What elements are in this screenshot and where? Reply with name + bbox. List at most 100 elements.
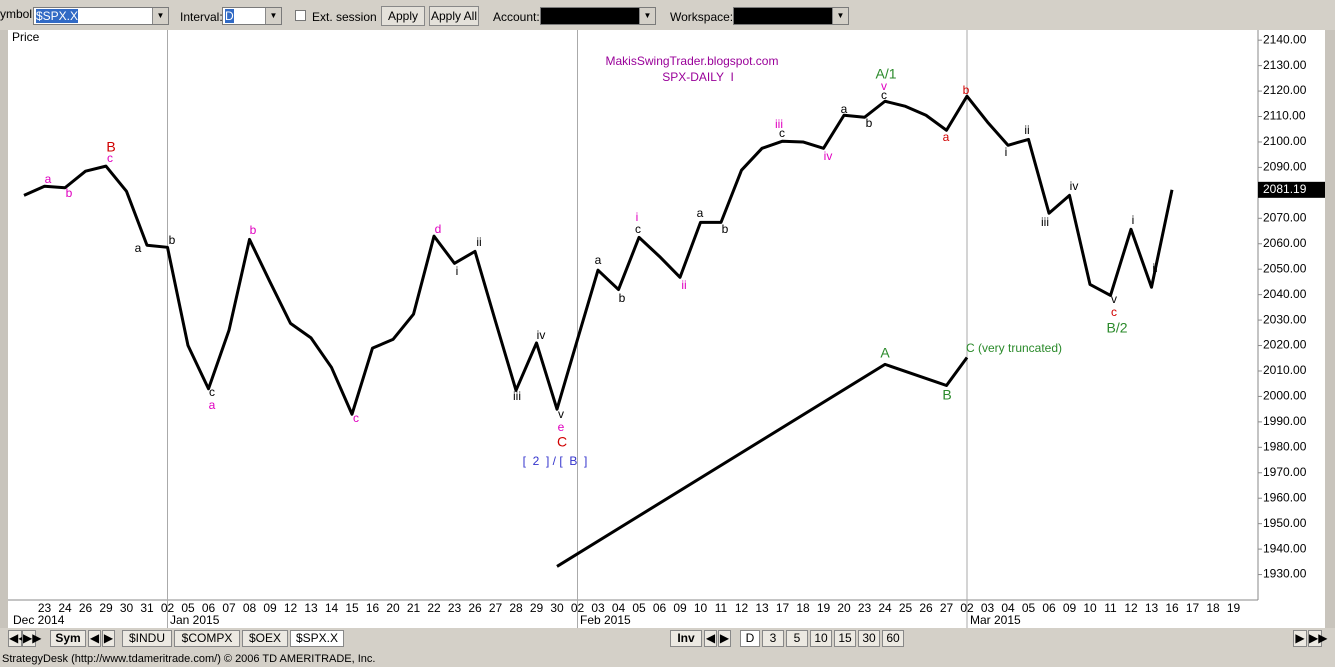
x-tick-label: 17 xyxy=(1186,601,1200,615)
x-tick-label: 11 xyxy=(715,601,728,615)
interval-label: Interval: xyxy=(180,10,223,24)
wave-label: i xyxy=(1132,213,1135,227)
interval-tab[interactable]: 15 xyxy=(834,630,856,647)
wave-label: iii xyxy=(775,117,783,131)
x-tick-label: 24 xyxy=(878,601,892,615)
nav-next[interactable]: ▶ xyxy=(718,630,731,647)
wave-label: c xyxy=(881,88,887,102)
wave-label: [ 2 ] / [ B ] xyxy=(523,454,588,468)
scroll-end[interactable]: ▶▶ xyxy=(1308,630,1328,647)
x-tick-label: 02 xyxy=(161,601,175,615)
x-tick-label: 05 xyxy=(1022,601,1036,615)
y-tick-label: 2070.00 xyxy=(1263,210,1307,224)
x-tick-label: 18 xyxy=(1206,601,1220,615)
wave-label: i xyxy=(1005,145,1008,159)
x-tick-label: 12 xyxy=(284,601,298,615)
account-field[interactable]: ▼ xyxy=(540,7,656,25)
scroll-right[interactable]: ▶ xyxy=(1293,630,1307,647)
x-tick-label: 28 xyxy=(509,601,523,615)
symbol-tab[interactable]: $OEX xyxy=(242,630,288,647)
month-label: Feb 2015 xyxy=(580,613,631,627)
month-label: Dec 2014 xyxy=(13,613,65,627)
interval-tab[interactable]: 5 xyxy=(786,630,808,647)
wave-label: iv xyxy=(1070,179,1079,193)
wave-label: b xyxy=(722,222,729,236)
apply-all-button[interactable]: Apply All xyxy=(429,6,479,26)
x-tick-label: 24 xyxy=(58,601,72,615)
x-tick-label: 19 xyxy=(817,601,831,615)
workspace-field[interactable]: ▼ xyxy=(733,7,849,25)
wave-label: b xyxy=(866,116,873,130)
wave-label: b xyxy=(963,83,970,97)
y-tick-label: 1980.00 xyxy=(1263,439,1307,453)
symbol-field[interactable]: $SPX.X ▼ xyxy=(33,7,169,25)
wave-label: i xyxy=(456,264,459,278)
x-tick-label: 11 xyxy=(1104,601,1117,615)
checkbox[interactable] xyxy=(295,10,306,21)
workspace-label: Workspace: xyxy=(670,10,734,24)
wave-label: ii xyxy=(1024,123,1029,137)
dropdown-arrow[interactable]: ▼ xyxy=(832,8,848,24)
x-tick-label: 15 xyxy=(345,601,359,615)
chart-background xyxy=(8,30,1325,628)
interval-value: D xyxy=(225,9,234,23)
dropdown-arrow[interactable]: ▼ xyxy=(152,8,168,24)
dropdown-arrow[interactable]: ▼ xyxy=(265,8,281,24)
wave-label: c xyxy=(779,126,785,140)
x-tick-label: 09 xyxy=(673,601,687,615)
nav-prev[interactable]: ◀ xyxy=(704,630,717,647)
last-price-label: 2081.19 xyxy=(1263,182,1307,196)
y-tick-label: 2010.00 xyxy=(1263,363,1307,377)
y-tick-label: 1960.00 xyxy=(1263,490,1307,504)
x-tick-label: 17 xyxy=(776,601,790,615)
wave-label: v xyxy=(881,79,887,93)
symbol-tab[interactable]: $SPX.X xyxy=(290,630,344,647)
wave-label: a xyxy=(209,398,216,412)
y-tick-label: 1950.00 xyxy=(1263,516,1307,530)
wave-label: iv xyxy=(537,328,546,342)
sym-tab[interactable]: Sym xyxy=(50,630,86,647)
wave-label: iii xyxy=(1041,215,1049,229)
x-tick-label: 27 xyxy=(489,601,503,615)
interval-tab[interactable]: D xyxy=(740,630,760,647)
tab-bar: ◀◀ ▶▶ Sym ◀ ▶ $INDU $COMPX $OEX $SPX.X I… xyxy=(0,628,1335,650)
wave-label: C (very truncated) xyxy=(966,341,1062,355)
interval-field[interactable]: D ▼ xyxy=(222,7,282,25)
account-label: Account: xyxy=(493,10,540,24)
interval-tab[interactable]: 60 xyxy=(882,630,904,647)
y-axis-label: Price xyxy=(12,30,40,44)
interval-tab[interactable]: 10 xyxy=(810,630,832,647)
nav-last[interactable]: ▶▶ xyxy=(22,630,42,647)
x-tick-label: 07 xyxy=(222,601,236,615)
interval-tab[interactable]: 3 xyxy=(762,630,784,647)
interval-tab[interactable]: 30 xyxy=(858,630,880,647)
wave-label: e xyxy=(558,420,565,434)
wave-label: c xyxy=(635,222,641,236)
symbol-tab[interactable]: $COMPX xyxy=(174,630,240,647)
symbol-tab[interactable]: $INDU xyxy=(122,630,172,647)
x-tick-label: 23 xyxy=(858,601,872,615)
x-tick-label: 08 xyxy=(243,601,257,615)
dropdown-arrow[interactable]: ▼ xyxy=(639,8,655,24)
wave-label: c xyxy=(1111,305,1117,319)
y-tick-label: 2110.00 xyxy=(1263,109,1306,123)
nav-prev[interactable]: ◀ xyxy=(88,630,101,647)
x-tick-label: 13 xyxy=(304,601,318,615)
chart-title: MakisSwingTrader.blogspot.com xyxy=(606,54,779,68)
chart: Price MakisSwingTrader.blogspot.com SPX-… xyxy=(8,30,1325,628)
x-tick-label: 09 xyxy=(263,601,277,615)
y-tick-label: 1970.00 xyxy=(1263,465,1307,479)
x-tick-label: 23 xyxy=(448,601,462,615)
inv-tab[interactable]: Inv xyxy=(670,630,702,647)
y-tick-label: 1990.00 xyxy=(1263,414,1307,428)
apply-button[interactable]: Apply xyxy=(381,6,425,26)
month-label: Mar 2015 xyxy=(970,613,1021,627)
price-line xyxy=(556,356,969,568)
nav-first[interactable]: ◀◀ xyxy=(8,630,28,647)
month-label: Jan 2015 xyxy=(170,613,220,627)
nav-next[interactable]: ▶ xyxy=(102,630,115,647)
wave-label: B xyxy=(106,139,115,155)
y-tick-label: 2000.00 xyxy=(1263,389,1307,403)
x-tick-label: 27 xyxy=(940,601,954,615)
x-tick-label: 26 xyxy=(919,601,933,615)
